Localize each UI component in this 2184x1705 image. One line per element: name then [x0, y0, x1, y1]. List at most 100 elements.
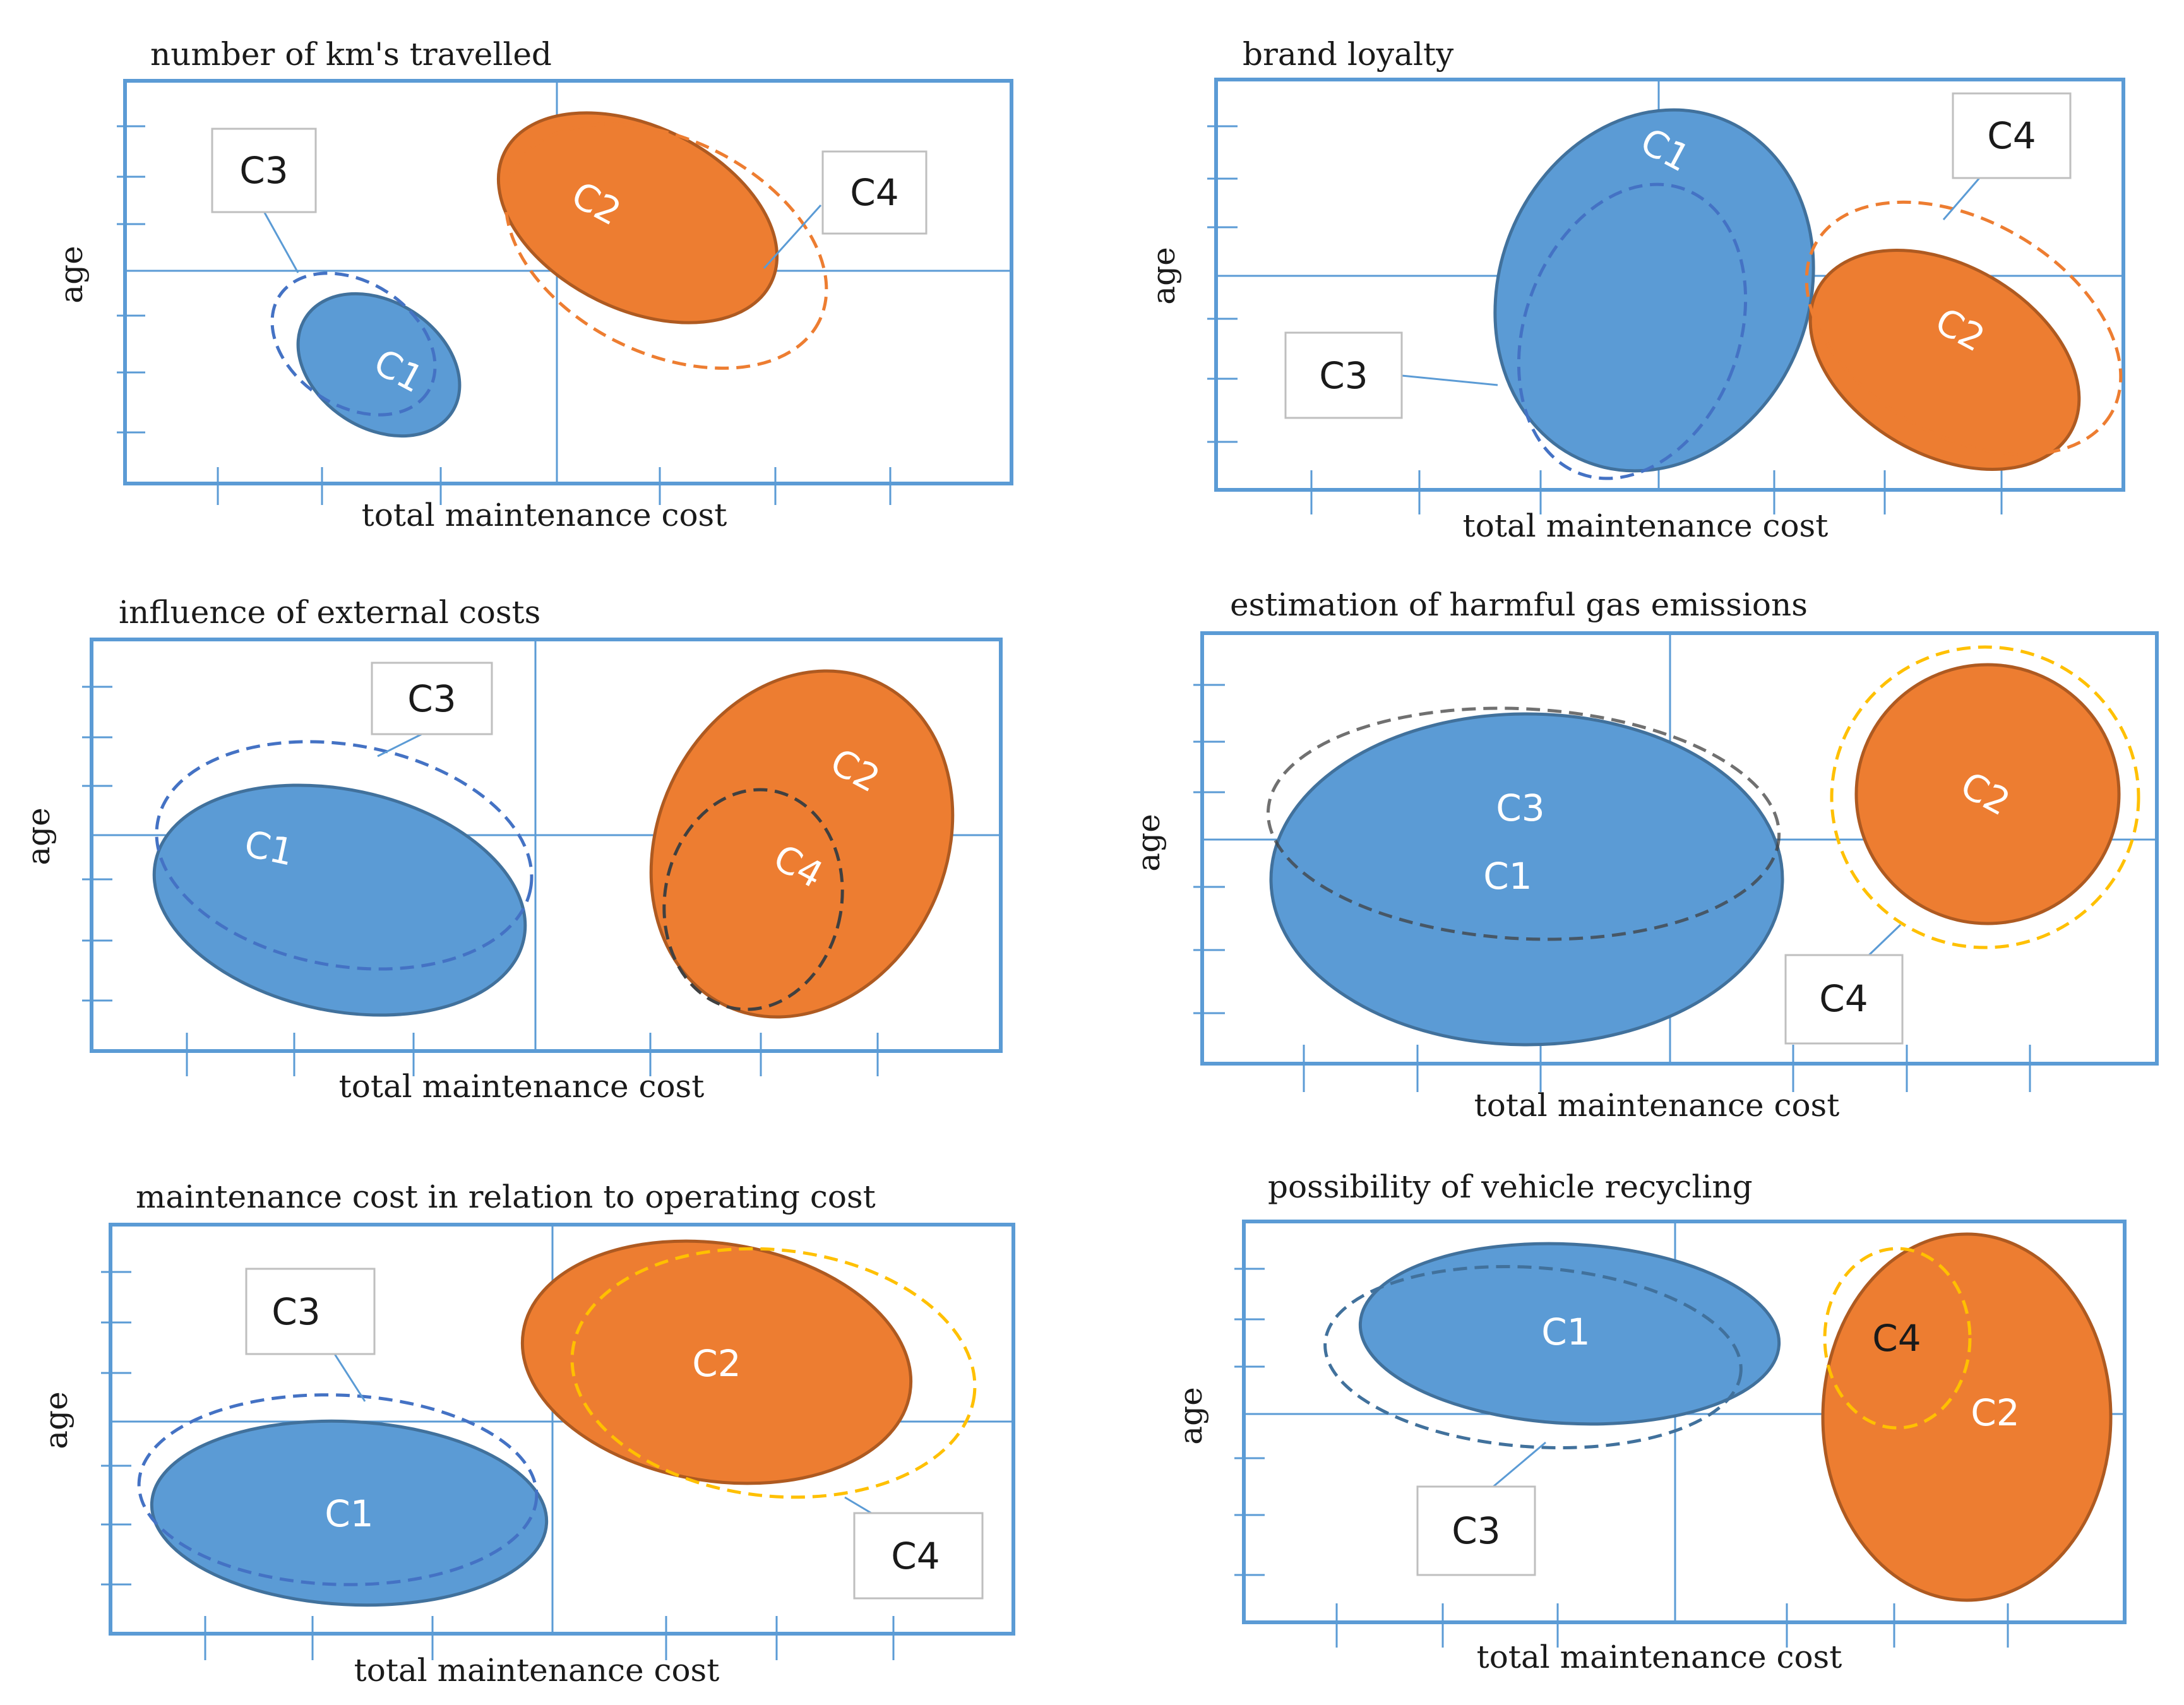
cluster-c2-ellipse: [649, 669, 955, 1019]
y-ticks: [117, 125, 145, 434]
cluster-c1-label: C1: [241, 822, 297, 874]
y-ticks: [101, 1271, 131, 1586]
plot-frame: [1214, 78, 2125, 492]
callout-connector-c3: [333, 1353, 366, 1402]
panel-title: maintenance cost in relation to operatin…: [136, 1179, 876, 1215]
plot-frame: [1200, 631, 2159, 1066]
callout-box-c4: [1952, 92, 2072, 179]
cluster-c1-ellipse: [1358, 1242, 1781, 1426]
y-ticks: [82, 686, 112, 1002]
cluster-c1-ellipse: [1269, 712, 1784, 1047]
cluster-c3-dashed: [1323, 1264, 1743, 1450]
panel-title: influence of external costs: [119, 594, 540, 631]
y-axis-label: age: [1145, 247, 1182, 304]
y-ticks: [1193, 684, 1225, 1014]
y-ticks: [1207, 125, 1238, 443]
callout-box-c3: [1416, 1485, 1536, 1576]
callout-label-c4: C4: [850, 171, 898, 214]
callout-box-c4: [821, 150, 928, 235]
x-ticks: [1335, 1603, 2009, 1648]
cluster-c1-ellipse: [152, 783, 527, 1017]
cluster-c2-ellipse: [1854, 663, 2121, 925]
cluster-c1-ellipse: [150, 1419, 549, 1607]
plot-frame: [123, 79, 1013, 485]
cluster-c4-dashed: [662, 788, 844, 1011]
cluster-c4-label: C4: [1872, 1317, 1921, 1360]
x-ticks: [1303, 1045, 2031, 1092]
plot-frame: [109, 1223, 1015, 1636]
cluster-c3-dashed: [1266, 706, 1781, 941]
y-axis-label: age: [1173, 1387, 1209, 1444]
x-axis-label: total maintenance cost: [362, 497, 727, 533]
cluster-c1-label: C1: [325, 1492, 373, 1535]
cluster-c2-ellipse: [1821, 1232, 2113, 1602]
callout-box-c4: [853, 1512, 984, 1600]
cluster-c4-dashed: [1823, 1247, 1972, 1430]
callout-label-c3: C3: [1452, 1509, 1500, 1552]
callout-connector-c4: [1942, 177, 1981, 220]
panel-brand-loyalty: brand loyalty total maintenance cost age…: [1145, 36, 2125, 544]
callout-connector-c3: [1493, 1441, 1546, 1488]
callout-connector-c3: [377, 733, 422, 757]
cluster-c2-ellipse: [1808, 249, 2081, 471]
y-axis-label: age: [20, 807, 57, 865]
callout-connector-c4: [844, 1496, 872, 1514]
plot-frame: [90, 638, 1003, 1053]
panel-external-costs: influence of external costs total mainte…: [20, 594, 1003, 1105]
cluster-c4-dashed: [570, 1247, 977, 1499]
x-ticks: [1310, 470, 2003, 514]
callout-label-c3: C3: [239, 149, 288, 192]
panel-maintenance-operating: maintenance cost in relation to operatin…: [38, 1179, 1015, 1689]
cluster-c1-ellipse: [1493, 108, 1815, 473]
callout-box-c3: [371, 662, 493, 735]
cluster-c2-ellipse: [520, 1239, 913, 1485]
x-ticks: [204, 1616, 895, 1660]
cluster-c4-dashed: [1805, 200, 2123, 456]
callout-label-c4: C4: [1819, 977, 1868, 1020]
x-axis-label: total maintenance cost: [1474, 1087, 1840, 1124]
cluster-c3-dashed: [137, 1393, 539, 1586]
callout-box-c3: [211, 128, 317, 213]
callout-label-c4: C4: [1987, 114, 2036, 157]
x-axis-label: total maintenance cost: [1463, 508, 1829, 544]
cluster-c3-dashed: [1517, 182, 1748, 480]
panel-title: estimation of harmful gas emissions: [1230, 586, 1808, 623]
cluster-c3-dashed: [270, 271, 437, 417]
x-ticks: [217, 467, 892, 505]
cluster-c3-label: C3: [1496, 787, 1544, 829]
panel-title: possibility of vehicle recycling: [1268, 1168, 1753, 1205]
cluster-c4-dashed: [504, 122, 828, 370]
panel-gas-emissions: estimation of harmful gas emissions tota…: [1130, 586, 2159, 1124]
cluster-c1-label: C1: [1541, 1310, 1590, 1353]
panel-vehicle-recycling: possibility of vehicle recycling total m…: [1173, 1168, 2127, 1675]
x-axis-label: total maintenance cost: [339, 1068, 705, 1105]
cluster-c2-label: C2: [1971, 1391, 2019, 1434]
plot-frame: [1242, 1220, 2127, 1624]
y-ticks: [1234, 1268, 1265, 1576]
callout-box-c3: [1284, 331, 1403, 419]
panel-title: brand loyalty: [1243, 36, 1454, 73]
y-axis-label: age: [1130, 814, 1167, 871]
panel-km-travelled: number of km's travelled total maintenan…: [53, 36, 1013, 533]
x-axis-label: total maintenance cost: [354, 1652, 720, 1689]
y-axis-label: age: [53, 246, 90, 303]
cluster-c4-dashed: [1830, 645, 2140, 949]
cluster-c3-dashed: [155, 740, 534, 971]
callout-label-c3: C3: [1319, 354, 1368, 397]
x-ticks: [186, 1033, 879, 1076]
callout-connector-c3: [263, 211, 299, 273]
x-axis-label: total maintenance cost: [1477, 1639, 1842, 1675]
y-axis-label: age: [38, 1391, 75, 1449]
callout-box-c3: [245, 1268, 376, 1355]
callout-connector-c3: [1401, 374, 1498, 386]
callout-connector-c4: [763, 204, 822, 270]
cluster-c2-ellipse: [496, 111, 779, 324]
callout-label-c4: C4: [891, 1535, 940, 1577]
callout-connector-c4: [1868, 924, 1902, 956]
callout-box-c4: [1784, 954, 1904, 1045]
cluster-c2-label: C2: [692, 1342, 741, 1385]
callout-label-c3: C3: [407, 677, 456, 720]
panel-title: number of km's travelled: [150, 36, 552, 73]
callout-label-c3: C3: [272, 1290, 320, 1333]
